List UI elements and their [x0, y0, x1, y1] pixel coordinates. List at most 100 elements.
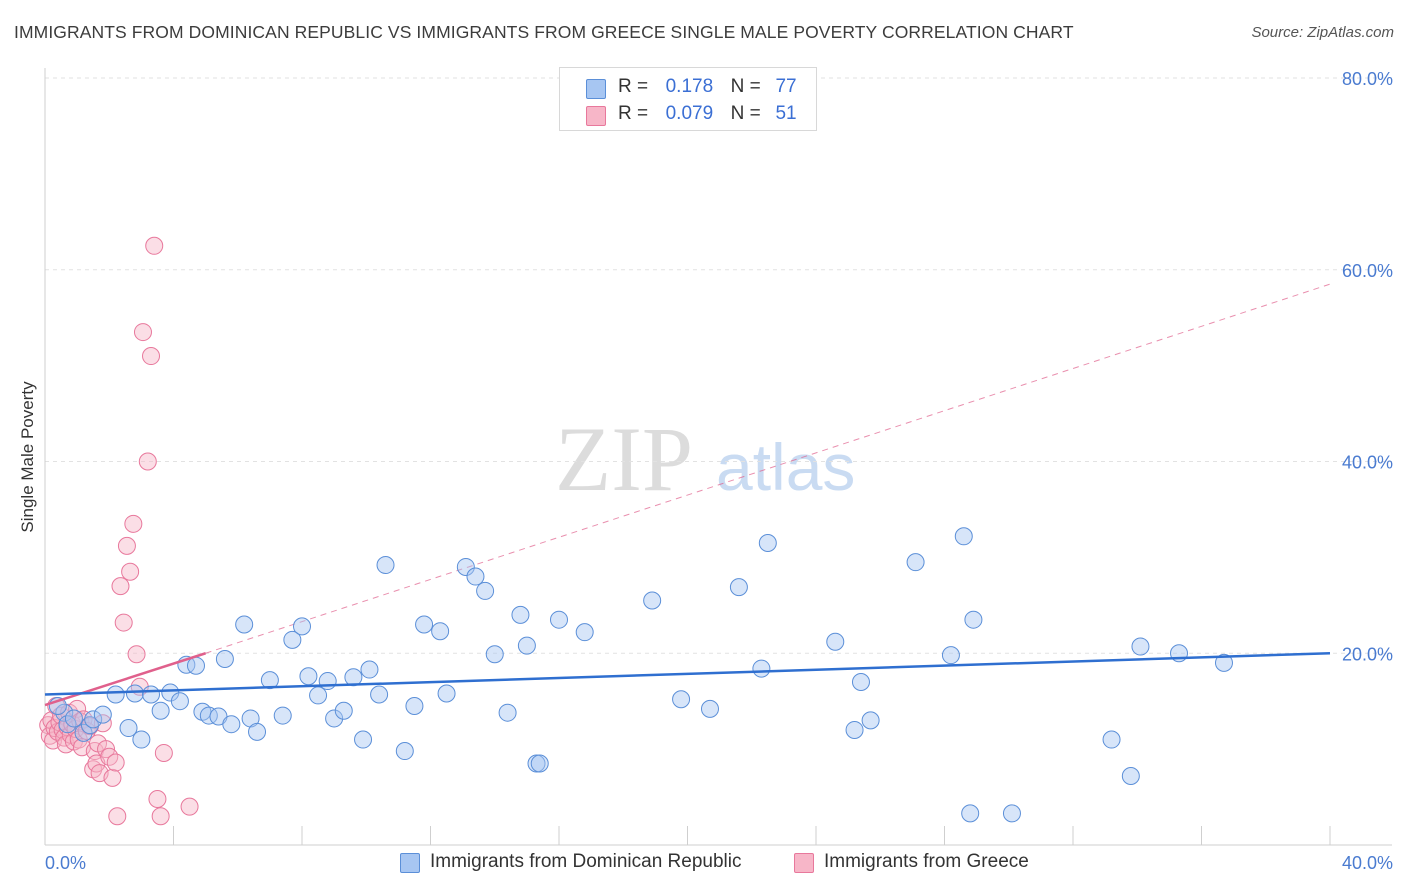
data-point-dominican-republic — [961, 804, 980, 823]
data-point-dominican-republic — [142, 685, 161, 704]
data-point-greece — [106, 753, 125, 772]
trend-line-dominican-republic — [44, 652, 1331, 696]
data-point-dominican-republic — [672, 690, 691, 709]
data-point-greece — [117, 536, 136, 555]
series-legend-label: Immigrants from Greece — [824, 851, 1029, 872]
data-point-dominican-republic — [941, 646, 960, 665]
data-point-dominican-republic — [1214, 653, 1233, 672]
data-point-greece — [138, 452, 157, 471]
data-point-greece — [121, 562, 140, 581]
data-point-dominican-republic — [80, 716, 99, 735]
data-point-greece — [142, 347, 161, 366]
data-point-greece — [103, 768, 122, 787]
watermark: ZIP atlas — [555, 408, 855, 510]
data-point-dominican-republic — [1002, 804, 1021, 823]
data-point-greece — [154, 743, 173, 762]
data-point-dominican-republic — [106, 685, 125, 704]
data-point-dominican-republic — [954, 527, 973, 546]
data-point-dominican-republic — [119, 719, 138, 738]
correlation-legend: R = 0.178 N = 77 R = 0.079 N = 51 — [559, 67, 817, 131]
data-point-dominican-republic — [466, 567, 485, 586]
y-tick-label: 40.0% — [1342, 453, 1393, 473]
data-point-dominican-republic — [199, 706, 218, 725]
data-point-greece — [108, 807, 127, 826]
data-point-dominican-republic — [376, 556, 395, 575]
data-point-dominican-republic — [334, 701, 353, 720]
data-point-dominican-republic — [498, 703, 517, 722]
legend-n-label: N = — [730, 103, 761, 124]
data-point-dominican-republic — [861, 711, 880, 730]
data-point-dominican-republic — [415, 615, 434, 634]
data-point-dominican-republic — [395, 742, 414, 761]
data-point-dominican-republic — [84, 710, 103, 729]
x-tick-labels: 0.0% 40.0% — [45, 853, 1393, 873]
watermark-zip: ZIP — [555, 408, 693, 510]
y-tick-label: 60.0% — [1342, 261, 1393, 281]
data-point-greece — [133, 323, 152, 342]
legend-n-value: 77 — [775, 76, 797, 97]
data-point-dominican-republic — [729, 578, 748, 597]
data-point-dominican-republic — [845, 720, 864, 739]
data-point-dominican-republic — [643, 591, 662, 610]
data-point-dominican-republic — [431, 622, 450, 641]
data-point-dominican-republic — [530, 754, 549, 773]
y-tick-labels: 20.0% 40.0% 60.0% 80.0% — [1342, 69, 1393, 664]
data-point-dominican-republic — [125, 684, 144, 703]
data-point-dominican-republic — [476, 581, 495, 600]
data-point-dominican-republic — [1131, 637, 1150, 656]
data-point-dominican-republic — [517, 636, 536, 655]
data-point-dominican-republic — [405, 696, 424, 715]
data-point-dominican-republic — [186, 656, 205, 675]
chart-title: IMMIGRANTS FROM DOMINICAN REPUBLIC VS IM… — [14, 22, 1074, 42]
data-point-greece — [151, 807, 170, 826]
data-point-greece — [145, 236, 164, 255]
source-credit: Source: ZipAtlas.com — [1251, 24, 1394, 41]
data-point-dominican-republic — [752, 659, 771, 678]
series-legend-label: Immigrants from Dominican Republic — [430, 851, 742, 872]
data-point-dominican-republic — [222, 715, 241, 734]
data-point-dominican-republic — [906, 553, 925, 572]
legend-r-label: R = — [618, 76, 649, 97]
data-point-dominican-republic — [299, 667, 318, 686]
series-legend-swatch-blue — [400, 853, 420, 873]
series-dominican-republic — [48, 527, 1233, 823]
data-point-dominican-republic — [437, 684, 456, 703]
data-point-dominican-republic — [132, 730, 151, 749]
data-point-greece — [111, 577, 130, 596]
x-tick-label-max: 40.0% — [1342, 853, 1393, 873]
y-tick-label: 20.0% — [1342, 644, 1393, 664]
x-tick-label-min: 0.0% — [45, 853, 86, 873]
data-point-greece — [114, 613, 133, 632]
gridlines — [45, 77, 1392, 654]
data-point-greece — [148, 789, 167, 808]
data-point-dominican-republic — [511, 605, 530, 624]
y-tick-label: 80.0% — [1342, 69, 1393, 89]
data-point-dominican-republic — [851, 673, 870, 692]
legend-r-value: 0.079 — [665, 103, 714, 124]
data-point-dominican-republic — [215, 650, 234, 669]
data-point-dominican-republic — [550, 610, 568, 629]
data-point-dominican-republic — [55, 703, 74, 722]
data-point-greece — [77, 721, 96, 740]
legend-n-value: 51 — [775, 103, 797, 124]
data-point-dominican-republic — [485, 645, 504, 664]
data-point-greece — [180, 797, 199, 816]
data-point-dominican-republic — [248, 722, 267, 741]
series-legend: Immigrants from Dominican Republic Immig… — [0, 851, 1406, 877]
data-point-dominican-republic — [260, 671, 279, 690]
data-point-dominican-republic — [283, 630, 302, 649]
data-point-dominican-republic — [309, 686, 328, 705]
x-ticks — [173, 826, 1331, 845]
data-point-dominican-republic — [273, 706, 292, 725]
data-point-dominican-republic — [700, 699, 719, 718]
data-point-dominican-republic — [151, 701, 170, 720]
data-point-greece — [124, 514, 143, 533]
data-point-dominican-republic — [964, 610, 983, 629]
data-point-dominican-republic — [826, 632, 845, 651]
legend-swatch-blue — [586, 79, 606, 99]
data-point-dominican-republic — [93, 705, 112, 724]
data-point-dominican-republic — [370, 685, 389, 704]
data-point-dominican-republic — [170, 692, 189, 711]
data-point-dominican-republic — [1102, 730, 1121, 749]
